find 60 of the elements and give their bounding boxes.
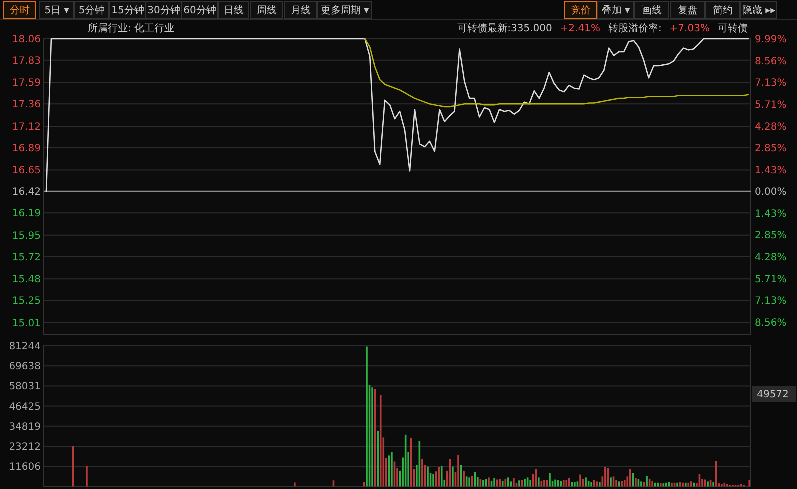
y-tick-label: 23212: [9, 442, 41, 453]
y2-tick-label: 2.85%: [755, 144, 787, 155]
y2-tick-label: 1.43%: [755, 165, 787, 176]
y-tick-label: 15.72: [12, 252, 41, 264]
y-tick-label: 15.25: [12, 296, 41, 308]
line-series: [46, 38, 750, 192]
text: 49572: [757, 390, 789, 400]
y2-tick-label: 9.99%: [755, 34, 787, 46]
y-tick-label: 18.06: [12, 34, 41, 46]
y-tick-label: 15.95: [12, 230, 41, 242]
y2-tick-label: 7.13%: [755, 296, 787, 308]
text: 日线: [224, 4, 244, 16]
y2-tick-label: 0.00%: [755, 187, 787, 198]
y-tick-label: 16.42: [12, 187, 41, 198]
text: +2.41%: [560, 24, 600, 34]
text: 更多周期 ▾: [320, 4, 370, 16]
text: 5日 ▾: [44, 6, 70, 16]
y-tick-label: 17.36: [12, 100, 41, 111]
text: 30分钟: [148, 4, 180, 16]
y-tick-label: 17.59: [12, 78, 41, 90]
text: 复盘: [678, 4, 698, 16]
y-tick-label: 58031: [9, 382, 41, 393]
y-tick-label: 16.19: [12, 208, 41, 220]
y2-tick-label: 2.85%: [755, 230, 787, 242]
y-tick-label: 11606: [9, 462, 41, 474]
y2-tick-label: 4.28%: [755, 122, 787, 133]
y-tick-label: 46425: [9, 402, 41, 413]
y-tick-label: 16.65: [12, 166, 41, 177]
y2-tick-label: 4.28%: [755, 252, 787, 264]
text: 简约: [713, 4, 733, 16]
y2-tick-label: 5.71%: [755, 100, 787, 111]
y-tick-label: 69638: [9, 362, 41, 373]
text: 5分钟: [78, 4, 106, 16]
text: 隐藏 ▸▸: [742, 4, 776, 16]
text: +7.03%: [670, 24, 710, 34]
y-tick-label: 15.01: [12, 318, 41, 330]
y-tick-label: 15.48: [12, 274, 41, 286]
text: 15分钟: [112, 4, 144, 16]
text: 分时: [10, 4, 30, 16]
text: 竞价: [571, 4, 591, 16]
y-tick-label: 17.12: [12, 122, 41, 133]
y-tick-label: 17.83: [12, 56, 41, 67]
text: 可转债: [718, 22, 748, 34]
y-tick-label: 16.89: [12, 143, 41, 154]
line-series: [364, 38, 750, 108]
text: 月线: [291, 4, 311, 16]
text: 周线: [257, 4, 277, 16]
text: 叠加 ▾: [602, 4, 630, 16]
text: 60分钟: [184, 4, 216, 16]
text: 画线: [642, 4, 662, 16]
y2-tick-label: 1.43%: [755, 209, 787, 220]
y-tick-label: 34819: [9, 422, 41, 433]
y2-tick-label: 7.13%: [755, 78, 787, 90]
text: 可转债最新:335.000: [458, 22, 552, 34]
y2-tick-label: 8.56%: [755, 318, 787, 329]
y2-tick-label: 5.71%: [755, 274, 787, 286]
text: 所属行业: 化工行业: [88, 22, 175, 34]
text: 转股溢价率:: [608, 22, 662, 34]
y2-tick-label: 8.56%: [755, 56, 787, 68]
y-tick-label: 81244: [9, 342, 41, 352]
